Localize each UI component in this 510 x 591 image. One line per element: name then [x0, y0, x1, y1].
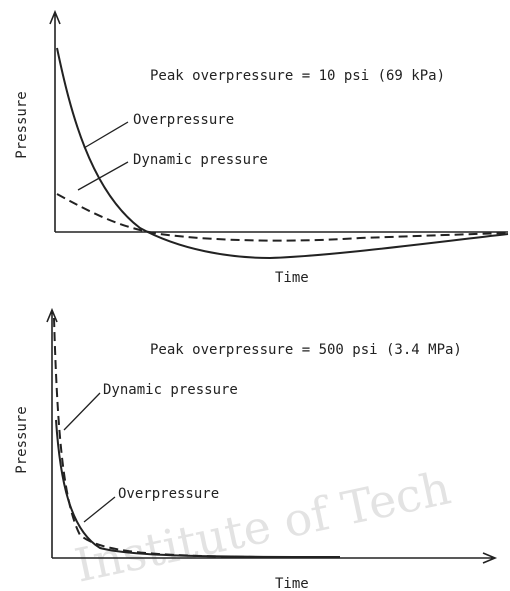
x-axis [52, 552, 498, 564]
peak-label: Peak overpressure = 10 psi (69 kPa) [150, 68, 445, 84]
x-axis-label: Time [275, 576, 309, 591]
y-axis [49, 9, 61, 232]
dynamic-curve [53, 317, 261, 558]
y-axis-label: Pressure [14, 406, 30, 473]
leader [63, 392, 101, 431]
overpressure-curve [56, 47, 509, 260]
dynamic-curve [56, 193, 509, 242]
leader [83, 496, 116, 523]
overpressure-label: Overpressure [118, 486, 219, 502]
leader [83, 121, 129, 149]
overpressure-label: Overpressure [133, 112, 234, 128]
dynamic-label: Dynamic pressure [103, 382, 238, 398]
peak-label: Peak overpressure = 500 psi (3.4 MPa) [150, 342, 462, 358]
x-axis-label: Time [275, 270, 309, 286]
y-axis-label: Pressure [14, 91, 30, 158]
y-axis [46, 307, 58, 558]
dynamic-label: Dynamic pressure [133, 152, 268, 168]
leader [77, 161, 129, 191]
watermark: Institute of Tech [70, 460, 455, 591]
